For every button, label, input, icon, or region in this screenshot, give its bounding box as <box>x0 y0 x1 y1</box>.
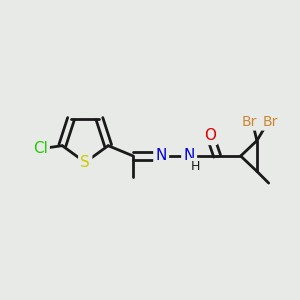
Text: Cl: Cl <box>33 141 48 156</box>
Text: N: N <box>155 148 167 164</box>
Text: Br: Br <box>262 115 278 128</box>
Text: N: N <box>184 148 195 164</box>
Text: H: H <box>190 160 200 173</box>
Text: S: S <box>80 155 90 170</box>
Text: Br: Br <box>242 115 257 128</box>
Text: O: O <box>204 128 216 143</box>
